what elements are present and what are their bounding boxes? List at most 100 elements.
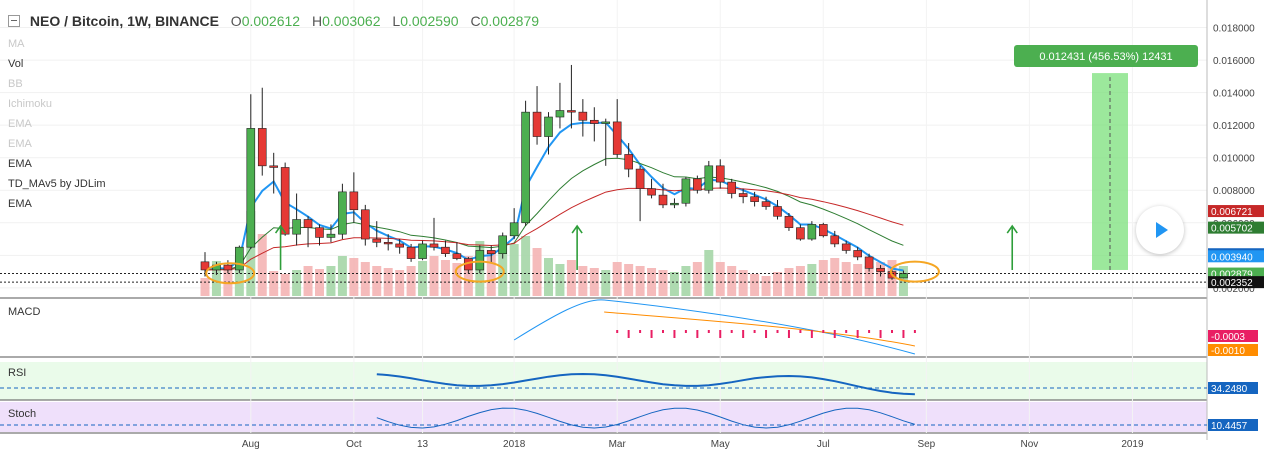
volume-bar <box>658 270 668 296</box>
y-tick-label: 0.012000 <box>1213 121 1255 132</box>
price-label-badge <box>1208 250 1264 263</box>
indicator-legend[interactable]: MA <box>8 38 25 50</box>
candle-body <box>280 167 290 235</box>
macd-histogram-bar <box>787 330 790 338</box>
y-tick-label: 0.018000 <box>1213 24 1255 35</box>
indicator-legend[interactable]: Ichimoku <box>8 98 53 110</box>
price-label-badge <box>1208 221 1264 234</box>
x-tick-label: 2018 <box>503 439 526 450</box>
rsi-pane-title: RSI <box>8 367 27 379</box>
candle-body <box>292 219 301 235</box>
price-label: 0.003940 <box>1211 252 1253 263</box>
macd-histogram-bar <box>673 330 676 338</box>
indicator-legend[interactable]: EMA <box>8 138 32 150</box>
candle-body <box>841 243 851 251</box>
volume-bar <box>635 266 645 296</box>
signal-line <box>604 311 915 347</box>
candle-body <box>441 246 450 254</box>
volume-bar <box>429 256 439 296</box>
volume-bar <box>795 266 805 296</box>
rsi-line <box>376 372 915 396</box>
y-tick-label: 0.016000 <box>1213 56 1255 67</box>
indicator-legend[interactable]: Vol <box>8 58 24 70</box>
price-label: 0.002879 <box>1211 270 1253 281</box>
oscillator-value-badge <box>1208 382 1258 394</box>
x-tick-label: 2019 <box>1121 439 1144 450</box>
macd-histogram-bar <box>765 330 768 338</box>
candle-body <box>784 215 794 228</box>
volume-bar <box>521 236 531 296</box>
macd-value-badge <box>1208 330 1258 342</box>
indicator-legend[interactable]: EMA <box>8 118 32 130</box>
macd-histogram-bar <box>742 330 745 338</box>
candle-body <box>899 273 908 279</box>
volume-bar <box>669 272 679 296</box>
macd-histogram-bar <box>639 330 642 333</box>
macd-histogram-bar <box>856 330 859 338</box>
ema-mid-line <box>204 157 904 271</box>
candle-body <box>612 121 622 155</box>
volume-bar <box>360 262 370 296</box>
y-tick-label: 0.014000 <box>1213 89 1255 100</box>
y-tick-label: 0.010000 <box>1213 154 1255 165</box>
candle-body <box>704 165 714 191</box>
candle-body <box>773 206 782 217</box>
ema-fast-line <box>204 121 904 272</box>
oscillator-value-badge <box>1208 419 1258 431</box>
volume-bar <box>773 272 782 296</box>
candle-body <box>807 224 817 240</box>
candle-body <box>601 121 611 124</box>
volume-bar <box>750 274 760 296</box>
candle-body <box>406 246 416 259</box>
stoch-pane-title: Stoch <box>8 408 37 420</box>
macd-value: -0.0003 <box>1211 332 1245 343</box>
volume-bar <box>246 211 256 296</box>
macd-histogram-bar <box>833 330 836 338</box>
volume-bar <box>566 260 576 296</box>
indicator-legend[interactable]: BB <box>8 78 23 90</box>
volume-bar <box>223 266 233 296</box>
macd-histogram-bar <box>879 330 882 338</box>
volume-bar <box>681 266 691 296</box>
macd-pane-title: MACD <box>8 306 41 318</box>
volume-bar <box>544 258 553 296</box>
candle-body <box>544 116 553 137</box>
measure-badge <box>1014 45 1198 67</box>
macd-histogram-bar <box>753 330 756 333</box>
candle-body <box>761 201 771 207</box>
candle-body <box>349 191 359 211</box>
candle-body <box>235 246 244 271</box>
play-button[interactable] <box>1136 206 1184 254</box>
volume-bar <box>211 261 221 296</box>
candle-body <box>326 233 336 238</box>
candle-body <box>853 250 862 258</box>
volume-bar <box>853 264 863 296</box>
candle-body <box>395 243 404 248</box>
collapse-icon[interactable] <box>8 15 20 27</box>
volume-bar <box>555 264 565 296</box>
volume-bar <box>864 266 874 296</box>
support-ellipse <box>889 260 940 283</box>
indicator-legend[interactable]: EMA <box>8 198 32 210</box>
volume-bar <box>624 264 634 296</box>
macd-histogram-bar <box>810 330 813 338</box>
volume-bar <box>303 266 313 296</box>
y-tick-label: 0.002000 <box>1213 284 1255 295</box>
volume-bar <box>372 266 382 296</box>
price-label: 0.006721 <box>1211 207 1253 218</box>
macd-histogram-bar <box>650 330 653 338</box>
candle-body <box>418 243 427 259</box>
candle-body <box>555 110 565 118</box>
x-tick-label: Oct <box>346 439 362 450</box>
candle-body <box>864 256 874 269</box>
candle-body <box>750 196 759 202</box>
volume-bar <box>269 271 279 296</box>
indicator-legend[interactable]: EMA <box>8 158 32 170</box>
macd-histogram-bar <box>776 330 779 333</box>
macd-histogram-bar <box>662 330 664 333</box>
macd-histogram-bar <box>822 330 825 333</box>
indicator-legend[interactable]: TD_MAv5 by JDLim <box>8 178 106 190</box>
price-label-badge <box>1208 276 1264 289</box>
stoch-k-line <box>376 407 916 429</box>
candle-body <box>509 222 519 237</box>
